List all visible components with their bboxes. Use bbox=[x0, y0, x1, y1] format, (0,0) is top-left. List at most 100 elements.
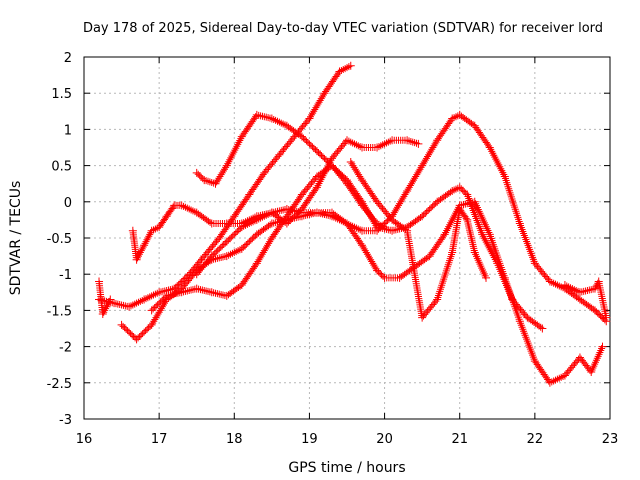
data-point bbox=[200, 236, 222, 261]
data-point bbox=[358, 176, 380, 204]
y-tick-label: -2.5 bbox=[47, 377, 72, 392]
data-point bbox=[132, 243, 147, 264]
x-tick-label: 17 bbox=[151, 432, 168, 447]
data-point bbox=[373, 137, 394, 152]
data-point bbox=[545, 277, 567, 292]
y-tick-label: -0.5 bbox=[47, 232, 72, 247]
data-point bbox=[598, 342, 607, 351]
data-point bbox=[515, 219, 538, 265]
data-point bbox=[358, 197, 380, 229]
data-point bbox=[530, 259, 553, 284]
data-point bbox=[403, 226, 426, 320]
data-point bbox=[98, 305, 110, 319]
data-point bbox=[455, 205, 470, 222]
data-point bbox=[200, 176, 218, 187]
data-point bbox=[455, 110, 477, 129]
data-point bbox=[260, 152, 282, 177]
data-point bbox=[545, 372, 567, 387]
data-point bbox=[237, 261, 260, 290]
data-point bbox=[252, 236, 275, 268]
data-point bbox=[602, 313, 611, 322]
data-point bbox=[192, 168, 207, 183]
y-tick-label: -1.5 bbox=[47, 304, 72, 319]
y-tick-label: 2 bbox=[64, 51, 72, 66]
x-tick-label: 18 bbox=[226, 432, 243, 447]
data-point bbox=[252, 210, 274, 224]
data-series bbox=[95, 61, 611, 387]
data-point bbox=[418, 138, 440, 170]
data-point bbox=[222, 135, 245, 170]
data-point bbox=[132, 322, 154, 344]
x-tick-label: 21 bbox=[451, 432, 468, 447]
data-point bbox=[185, 254, 207, 279]
data-point bbox=[237, 217, 259, 232]
data-point bbox=[267, 114, 289, 129]
y-tick-labels: -3 -2.5 -2 -1.5 -1 -0.5 0 0.5 1 1.5 2 bbox=[47, 51, 72, 428]
y-tick-label: 1 bbox=[64, 123, 72, 138]
x-tick-label: 19 bbox=[301, 432, 318, 447]
data-point bbox=[358, 241, 380, 273]
data-point bbox=[373, 266, 387, 280]
data-point bbox=[515, 317, 538, 363]
data-point bbox=[192, 208, 214, 226]
data-point bbox=[346, 157, 365, 182]
data-point bbox=[575, 295, 597, 313]
data-point bbox=[482, 273, 491, 282]
data-point bbox=[470, 248, 489, 280]
series-track-8 bbox=[95, 277, 115, 319]
data-point bbox=[463, 190, 486, 236]
data-point bbox=[470, 197, 493, 236]
data-point bbox=[245, 171, 267, 199]
data-point bbox=[170, 272, 192, 293]
data-point bbox=[106, 295, 115, 304]
y-tick-label: 0 bbox=[64, 196, 72, 211]
data-point bbox=[327, 208, 349, 226]
data-point bbox=[162, 203, 177, 221]
x-tick-label: 23 bbox=[602, 432, 619, 447]
series-track-7 bbox=[346, 157, 491, 322]
series-track-2 bbox=[128, 136, 423, 264]
data-point bbox=[594, 277, 610, 320]
data-point bbox=[560, 355, 583, 380]
data-point bbox=[343, 219, 365, 248]
series-track-4 bbox=[192, 110, 611, 326]
data-point bbox=[128, 226, 140, 262]
data-point bbox=[305, 91, 327, 123]
data-point bbox=[478, 230, 500, 265]
data-point bbox=[455, 183, 470, 197]
data-point bbox=[147, 297, 170, 329]
data-point bbox=[508, 295, 530, 320]
data-point bbox=[433, 188, 455, 206]
data-point bbox=[346, 61, 355, 70]
data-point bbox=[252, 221, 274, 239]
data-point bbox=[275, 134, 297, 159]
data-point bbox=[587, 345, 606, 376]
data-point bbox=[343, 176, 365, 204]
data-point bbox=[448, 184, 462, 195]
x-tick-labels: 16 17 18 19 20 21 22 23 bbox=[76, 432, 619, 447]
x-tick-label: 16 bbox=[76, 432, 93, 447]
data-point bbox=[282, 192, 305, 221]
data-point bbox=[297, 132, 319, 154]
data-point bbox=[463, 215, 478, 254]
data-point bbox=[140, 229, 155, 250]
data-point bbox=[433, 116, 455, 145]
data-point bbox=[327, 161, 349, 183]
chart-title: Day 178 of 2025, Sidereal Day-to-day VTE… bbox=[83, 21, 603, 36]
data-point bbox=[448, 207, 463, 257]
data-point bbox=[320, 69, 342, 98]
data-point bbox=[140, 289, 161, 304]
axis-ticks bbox=[83, 56, 611, 420]
data-point bbox=[335, 63, 353, 76]
data-point bbox=[102, 297, 113, 311]
data-point bbox=[95, 277, 107, 316]
data-point bbox=[177, 201, 199, 216]
data-point bbox=[222, 225, 244, 246]
y-tick-label: -1 bbox=[59, 268, 72, 283]
data-point bbox=[267, 214, 290, 242]
data-point bbox=[125, 296, 146, 311]
y-tick-label: -2 bbox=[59, 341, 72, 356]
data-point bbox=[297, 174, 320, 199]
data-point bbox=[485, 143, 508, 179]
